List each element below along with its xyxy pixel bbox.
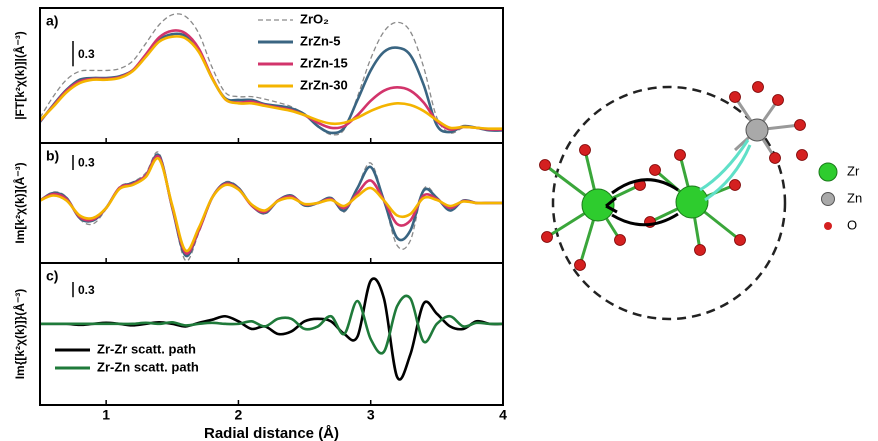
legend-label: ZrZn-15: [300, 55, 348, 70]
legend-label: ZrZn-5: [300, 33, 340, 48]
panel-label: c): [46, 268, 58, 284]
legend-label: Zr: [847, 163, 860, 178]
scale-bar-label: 0.3: [78, 283, 95, 297]
scattering-arrow: [699, 139, 750, 192]
scattering-arrow: [611, 212, 679, 227]
panel-label: a): [46, 13, 58, 29]
series-line: [40, 13, 503, 136]
x-tick-label: 1: [102, 407, 110, 423]
y-axis-title: |FT[k²χ(k)]|(Å⁻³): [12, 31, 27, 120]
x-tick-label: 2: [235, 407, 243, 423]
legend-label: ZrO₂: [300, 11, 329, 26]
series-line: [40, 35, 503, 131]
series-line: [40, 156, 503, 253]
coordination-shell: [551, 85, 787, 321]
x-axis-title: Radial distance (Å): [204, 425, 339, 441]
bonds: [544, 149, 741, 266]
panel-label: b): [46, 148, 59, 164]
oxygen-atoms: [539, 81, 808, 271]
scale-bar-label: 0.3: [78, 47, 95, 61]
zr-atom: [675, 185, 709, 219]
panel: |FT[k²χ(k)]|(Å⁻³) a) 0.3 ZrO₂ ZrZn-5 ZrZn-15 Z…: [12, 7, 504, 144]
panel-frame: [39, 7, 504, 144]
legend-label: Zr-Zr scatt. path: [97, 341, 196, 356]
legend-label: ZrZn-30: [300, 77, 348, 92]
arrow-head: [605, 196, 618, 214]
legend-label: Zn: [847, 190, 862, 205]
legend-zr: [818, 162, 838, 182]
y-axis-title: Im{[k²χ(k)]}(Å⁻³): [12, 289, 27, 380]
zn-atom: [745, 118, 769, 142]
scattering-arrow: [611, 178, 679, 195]
legend-label: Zr-Zn scatt. path: [97, 359, 199, 374]
structure-diagram: Zr Zn O: [539, 81, 862, 321]
zr-atom: [581, 188, 615, 222]
x-tick-label: 3: [367, 407, 375, 423]
y-axis-title: Im[k²χ(k)](Å⁻³): [12, 162, 27, 243]
legend-o: [824, 222, 832, 230]
panel: 1 2 3 4 Radial distance (Å) Im{[k²χ(k)]}(Å⁻³)…: [12, 262, 507, 441]
panel: Im[k²χ(k)](Å⁻³) b) 0.3: [12, 142, 504, 264]
legend-zn: [821, 192, 835, 206]
panel-frame: [39, 262, 504, 406]
series-line: [40, 294, 503, 355]
scale-bar-label: 0.3: [78, 156, 95, 170]
scattering-arrow: [704, 144, 752, 202]
legend-label: O: [847, 217, 857, 232]
x-tick-label: 4: [499, 407, 507, 423]
